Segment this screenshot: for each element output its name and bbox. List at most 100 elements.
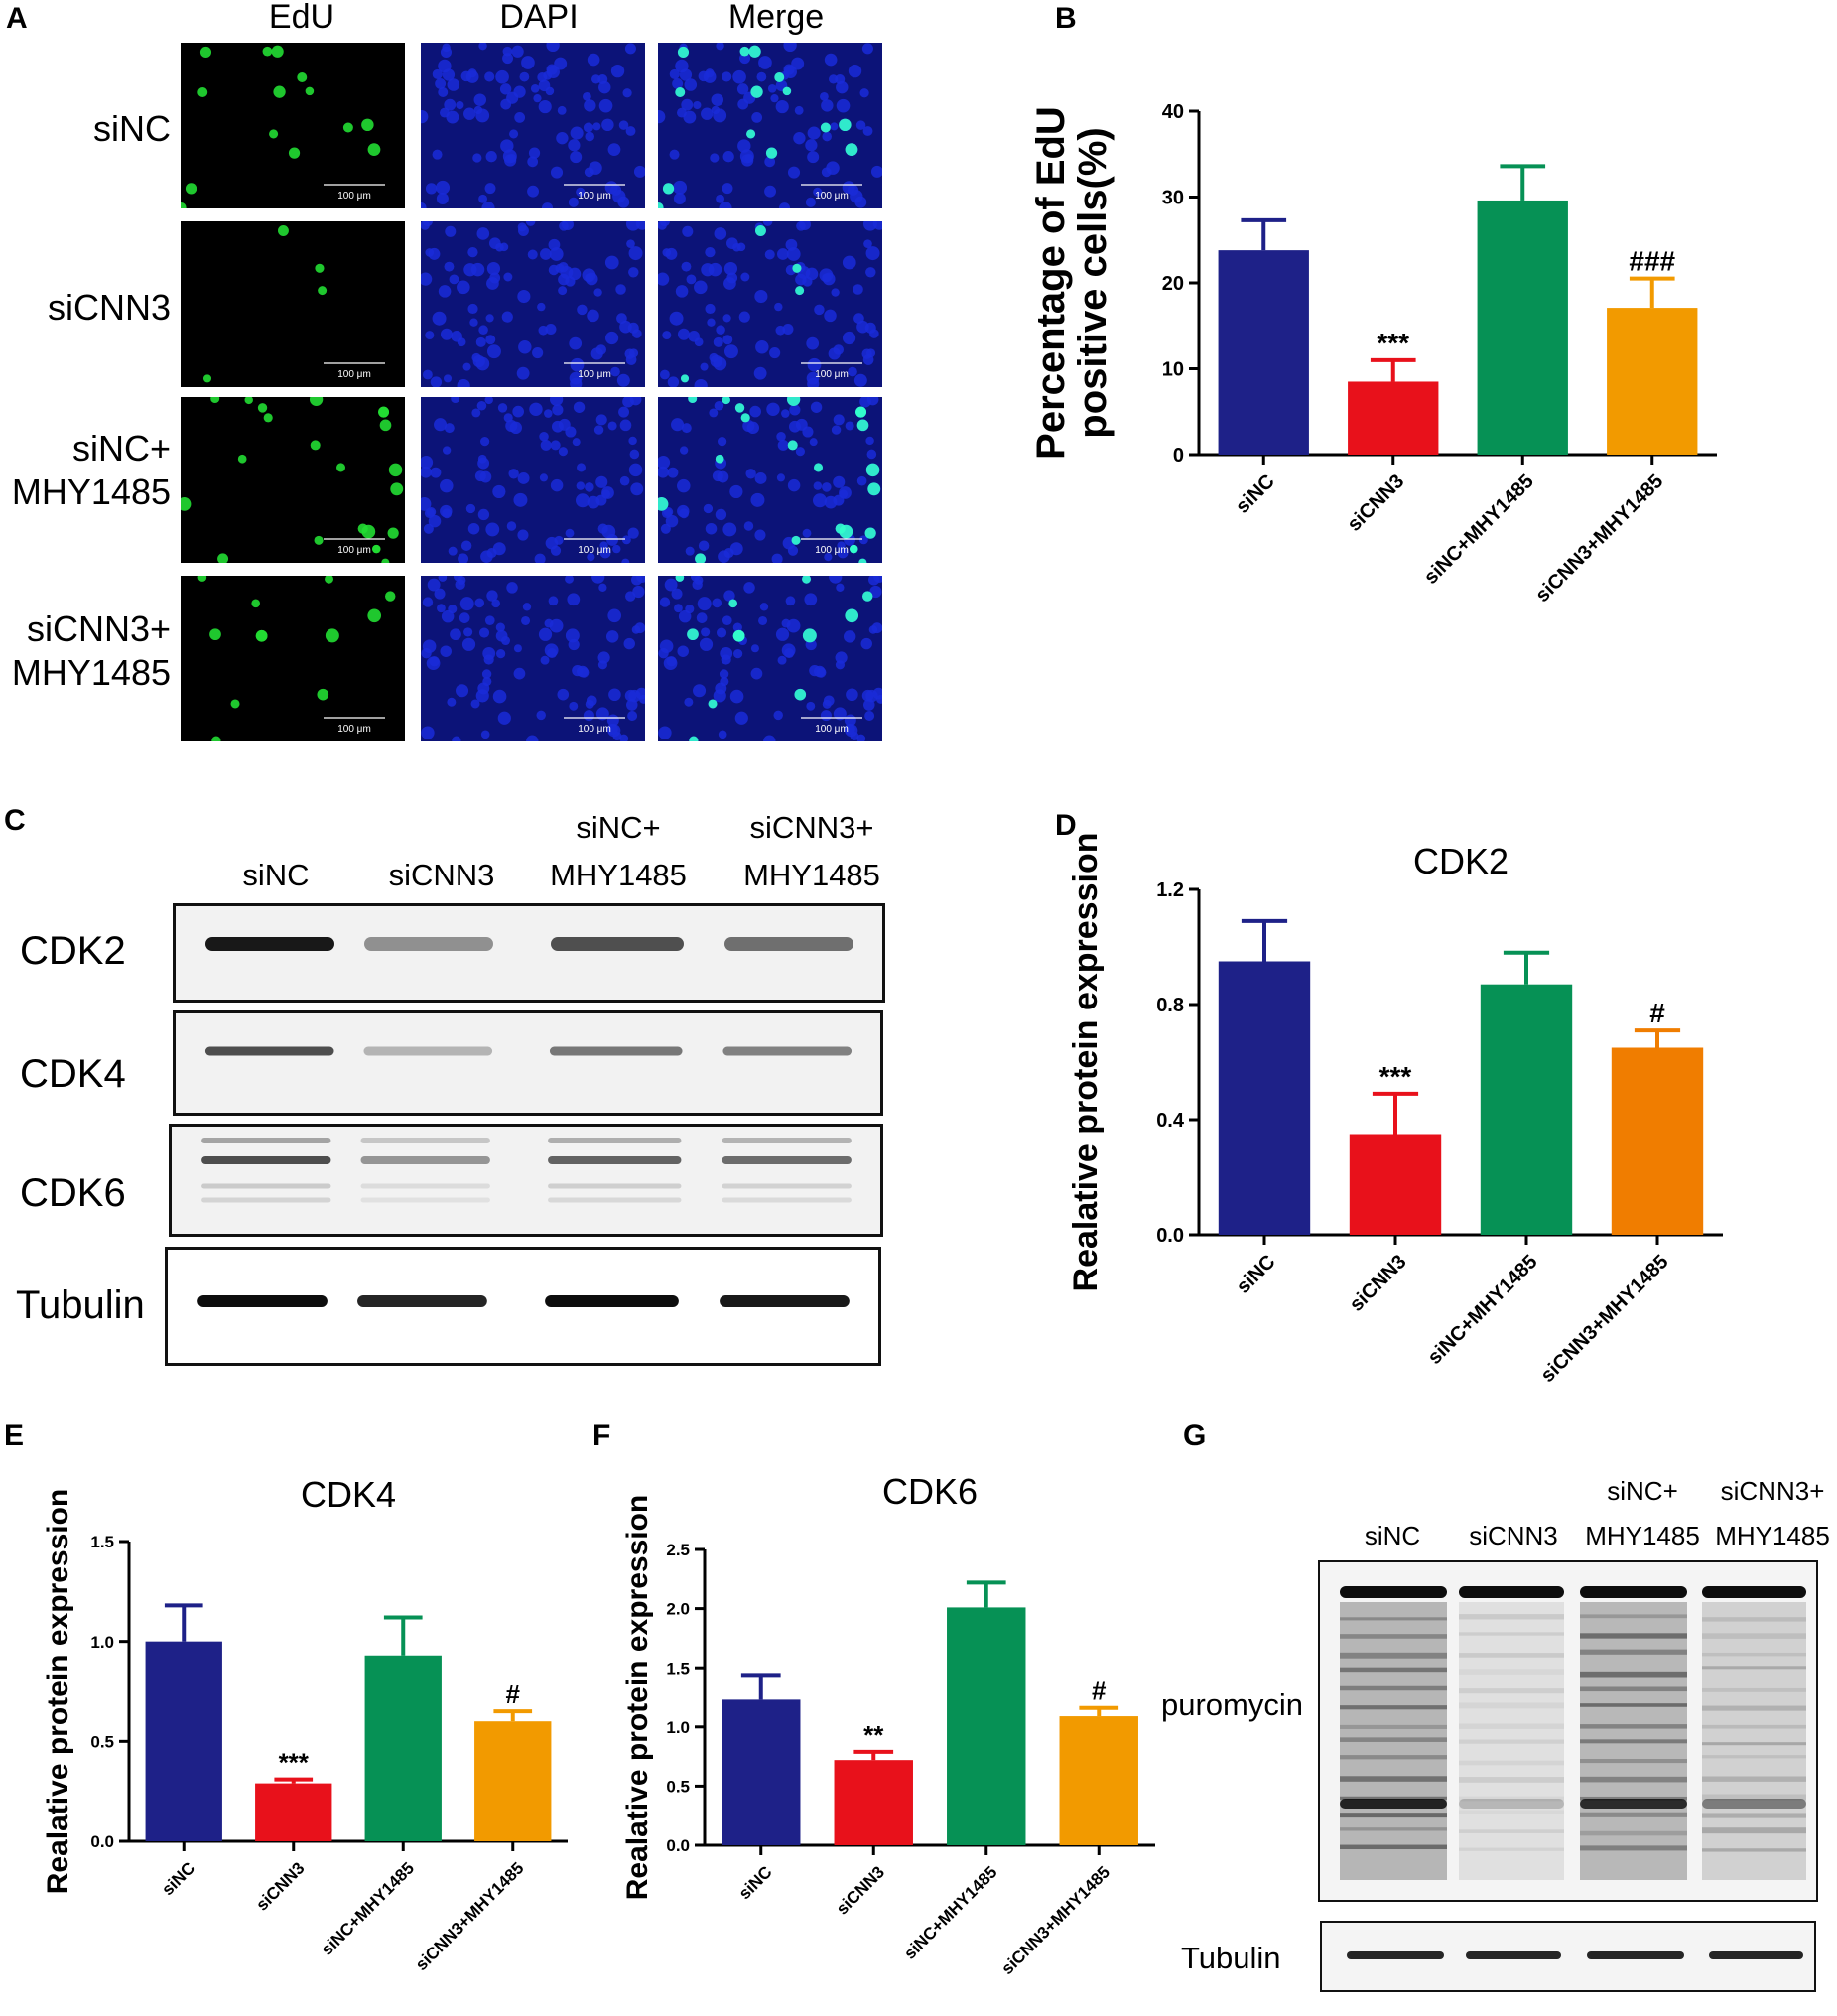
panel-letter-a: A [6, 2, 28, 35]
chart-title: CDK2 [1413, 841, 1509, 881]
row-label-line1: siNC+ [71, 428, 171, 469]
puromycin-band [1580, 1649, 1687, 1655]
significance-label: # [1649, 998, 1665, 1028]
puromycin-band [1340, 1685, 1447, 1691]
lane-header-line2: siNC [1364, 1521, 1421, 1550]
puromycin-top-band [1340, 1586, 1447, 1598]
column-header-edu: EdU [268, 0, 335, 36]
lane-header-line1: siCNN3+ [1720, 1476, 1825, 1506]
bar-sinc-mhy1485 [1477, 200, 1568, 455]
bar-sinc-mhy1485 [364, 1655, 442, 1841]
y-axis-label: Realative protein expression [42, 1489, 74, 1895]
chart-e-cdk4: 0.0 0.5 1.0 1.5 siNC *** siCNN3 siNC+MHY1485 # si… [42, 1474, 568, 1974]
blot-band [724, 937, 853, 951]
significance-label: *** [279, 1748, 310, 1778]
blot-band [545, 1295, 679, 1307]
puromycin-band [1580, 1812, 1687, 1817]
panel-letter-f: F [592, 1419, 611, 1452]
puromycin-band [1459, 1811, 1564, 1815]
x-tick-label: siNC [1232, 470, 1279, 518]
chart-title: CDK6 [882, 1471, 978, 1512]
puromycin-band [1580, 1671, 1687, 1678]
y-tick-label: 1.0 [666, 1718, 690, 1737]
bar-sinc [1218, 961, 1311, 1235]
blot-cdk2 [173, 903, 885, 1003]
blot-cdk4 [173, 1010, 883, 1116]
lane-header-line2: siCNN3 [1469, 1521, 1558, 1550]
panel-letter-g: G [1183, 1419, 1207, 1452]
blot-band [360, 1156, 490, 1164]
significance-label: # [1092, 1677, 1107, 1706]
row-label-sicnn3-mhy1485: siCNN3+ MHY1485 [0, 607, 171, 695]
puromycin-band [1459, 1739, 1564, 1744]
bar-sicnn3-mhy1485 [1607, 308, 1698, 455]
x-tick-label: siNC+MHY1485 [318, 1858, 418, 1958]
row-label-line2: MHY1485 [11, 471, 171, 512]
lane-header-sicnn3: siCNN3 [1414, 1469, 1613, 1558]
column-header-dapi: DAPI [499, 0, 579, 36]
puromycin-band [1340, 1755, 1447, 1760]
puromycin-smear [1459, 1602, 1564, 1880]
row-label-line1: siCNN3+ [26, 608, 171, 649]
scale-bar-label: 100 μm [815, 545, 849, 556]
lane-header-line1: siNC+ [1607, 1476, 1678, 1506]
puromycin-band [1702, 1617, 1806, 1622]
micrograph-dapi-row2: 100 μm [421, 221, 645, 387]
blot-band [548, 1138, 682, 1143]
lane-header-line1: siNC+ [576, 810, 661, 845]
puromycin-band [1702, 1705, 1806, 1711]
micrograph-dapi-row4: 100 μm [421, 576, 645, 741]
scale-bar-label: 100 μm [815, 724, 849, 735]
y-axis-label: Percentage of EdU [1032, 106, 1073, 460]
blot-cdk6 [169, 1124, 883, 1237]
blot-band [722, 1046, 853, 1056]
blot-band [201, 1156, 331, 1164]
chart-title: CDK4 [301, 1474, 396, 1515]
bar-sicnn3 [1348, 381, 1439, 455]
puromycin-band [1459, 1669, 1564, 1675]
micrograph-dapi-row1: 100 μm [421, 43, 645, 208]
puromycin-smear [1702, 1602, 1806, 1880]
bar-sinc [145, 1641, 222, 1841]
row-label-line1: siNC [93, 108, 171, 149]
blot-band [360, 1197, 490, 1203]
panel-letter-e: E [4, 1419, 25, 1452]
blot-label-cdk2: CDK2 [20, 929, 126, 973]
puromycin-band [1340, 1813, 1447, 1818]
blot-label-cdk4: CDK4 [20, 1052, 126, 1096]
puromycin-band [1340, 1796, 1447, 1800]
micrograph-merge-row2: 100 μm [658, 221, 882, 387]
bar-sicnn3 [255, 1783, 332, 1841]
scale-bar-label: 100 μm [337, 724, 371, 735]
scale-bar-label: 100 μm [578, 191, 611, 202]
puromycin-band [1702, 1687, 1806, 1692]
micrograph-merge-row1: 100 μm [658, 43, 882, 208]
lane-header-sinc: siNC [177, 804, 375, 899]
puromycin-band [1340, 1652, 1447, 1659]
row-label-line2: MHY1485 [11, 652, 171, 693]
puromycin-band [1580, 1614, 1687, 1619]
x-tick-label: siNC [735, 1862, 776, 1903]
puromycin-band [1459, 1614, 1564, 1620]
lane-header-line2: siNC [242, 858, 310, 892]
x-tick-label: siNC+MHY1485 [1424, 1251, 1542, 1369]
puromycin-band [1340, 1705, 1447, 1710]
puromycin-band [1580, 1758, 1687, 1764]
significance-label: # [506, 1680, 521, 1709]
y-tick-label: 40 [1162, 101, 1184, 123]
y-axis-label: Realative protein expression [621, 1495, 654, 1901]
blot-band [722, 1183, 852, 1189]
puromycin-band [1459, 1702, 1564, 1709]
significance-label: ** [863, 1720, 884, 1750]
scale-bar-label: 100 μm [578, 724, 611, 735]
puromycin-band [1580, 1633, 1687, 1639]
blot-band [363, 1046, 493, 1056]
lane-header-line2: siCNN3 [388, 858, 495, 892]
x-tick-label: siCNN3 [252, 1858, 308, 1914]
puromycin-top-band [1459, 1586, 1564, 1598]
micrograph-edu-row2: 100 μm [181, 221, 405, 387]
puromycin-band [1340, 1667, 1447, 1673]
puromycin-smear [1580, 1602, 1687, 1880]
x-tick-label: siCNN3+MHY1485 [1531, 470, 1667, 606]
